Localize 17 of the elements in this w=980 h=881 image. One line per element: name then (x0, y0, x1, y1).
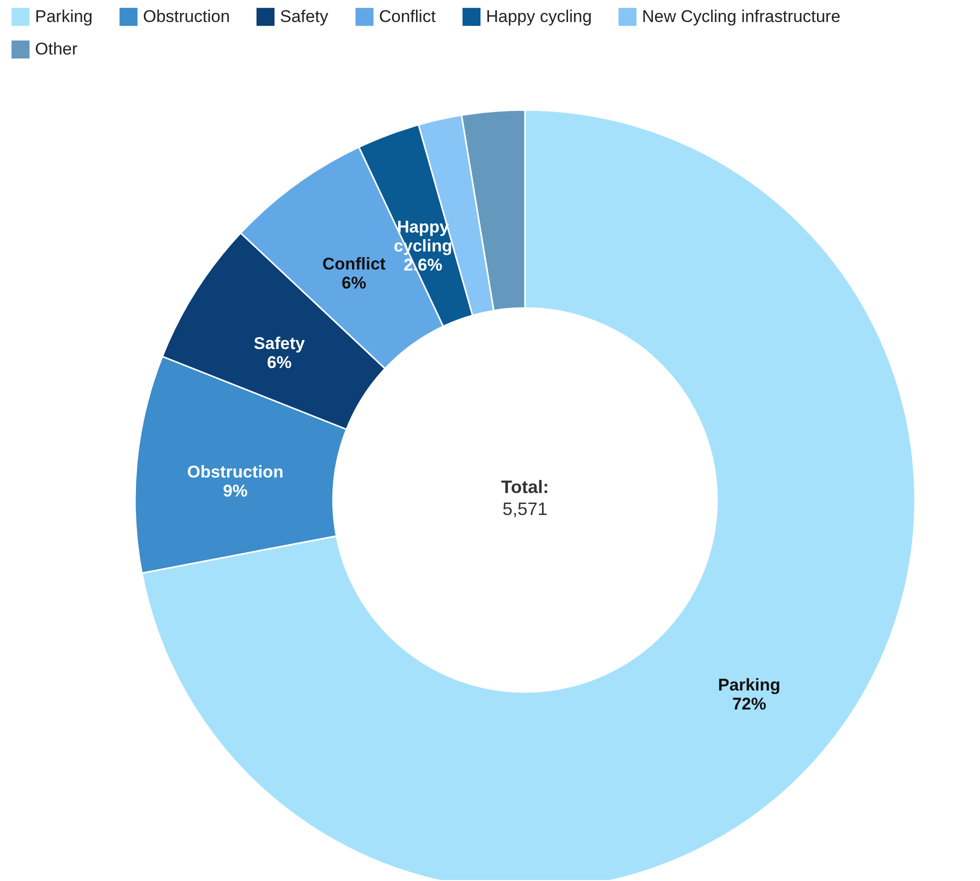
legend-label: Obstruction (143, 6, 230, 26)
data-label: 6% (342, 274, 366, 293)
legend-label: Conflict (379, 6, 436, 26)
data-label: 9% (223, 482, 248, 501)
slice-label: Safety (254, 334, 306, 354)
text: 5,571 (502, 499, 548, 519)
slice-label: Obstruction (187, 462, 284, 482)
legend-label: Safety (280, 6, 329, 26)
legend-label: Happy cycling (486, 6, 592, 26)
data-label: 72% (732, 694, 766, 714)
legend-label: Other (35, 40, 78, 58)
slice-label: Parking (718, 675, 780, 694)
data-label: 6% (267, 353, 292, 372)
legend-label: New Cycling infrastructure (642, 6, 840, 26)
text: Total: (501, 477, 549, 497)
slice-label: Conflict (322, 254, 386, 274)
legend-label: Parking (35, 6, 93, 26)
